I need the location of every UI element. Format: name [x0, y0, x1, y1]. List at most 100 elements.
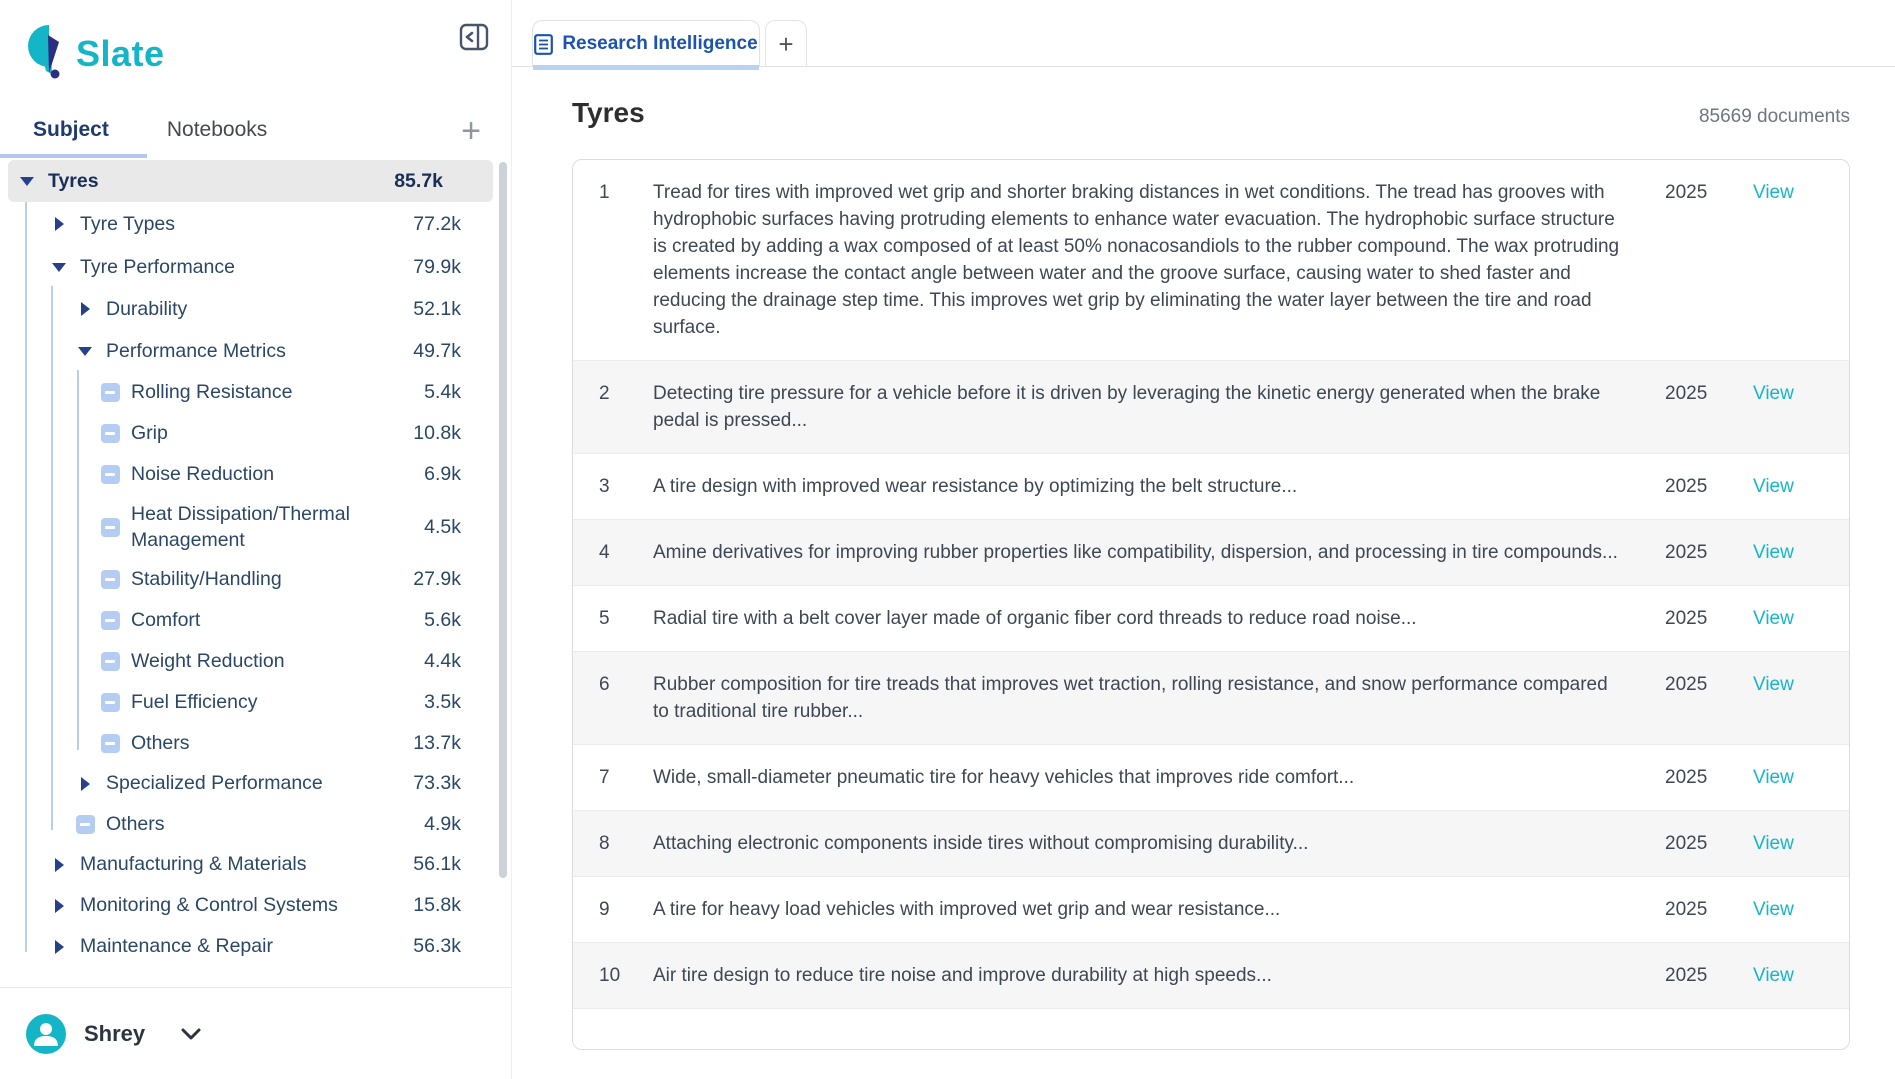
- tree-item-count: 4.5k: [424, 515, 461, 538]
- doc-summary: Radial tire with a belt cover layer made…: [653, 608, 1417, 629]
- doc-rank: 7: [599, 767, 610, 788]
- caret-right-icon[interactable]: [74, 302, 96, 316]
- tree-item-performance-metrics[interactable]: Performance Metrics 49.7k: [0, 330, 511, 372]
- tree-item-tyre-types[interactable]: Tyre Types 77.2k: [0, 202, 511, 246]
- tree-item-specialized-performance[interactable]: Specialized Performance 73.3k: [0, 763, 511, 804]
- table-row: 3 A tire design with improved wear resist…: [573, 454, 1849, 520]
- caret-right-icon[interactable]: [48, 217, 70, 231]
- doc-view-cell: View: [1753, 454, 1849, 519]
- tree-item-heat-dissipation-thermal-management[interactable]: Heat Dissipation/Thermal Management 4.5k: [0, 495, 511, 559]
- caret-right-icon[interactable]: [48, 898, 70, 913]
- doc-view-cell: View: [1753, 811, 1849, 876]
- caret-right-icon[interactable]: [48, 857, 70, 872]
- view-link[interactable]: View: [1753, 383, 1794, 404]
- tree-item-grip[interactable]: Grip 10.8k: [0, 413, 511, 454]
- tab-notebooks[interactable]: Notebooks: [166, 118, 268, 141]
- view-link[interactable]: View: [1753, 899, 1794, 920]
- doc-view-cell: View: [1753, 745, 1849, 810]
- doc-summary: Air tire design to reduce tire noise and…: [653, 965, 1272, 986]
- tree-item-stability-handling[interactable]: Stability/Handling 27.9k: [0, 559, 511, 600]
- view-link[interactable]: View: [1753, 542, 1794, 563]
- table-row: 10 Air tire design to reduce tire noise a…: [573, 943, 1849, 1009]
- view-link[interactable]: View: [1753, 608, 1794, 629]
- doc-summary: A tire for heavy load vehicles with impr…: [653, 899, 1281, 920]
- leaf-node-icon: [74, 814, 96, 834]
- tree-item-rolling-resistance[interactable]: Rolling Resistance 5.4k: [0, 372, 511, 413]
- user-avatar-icon[interactable]: [26, 1013, 66, 1054]
- tree-item-label: Maintenance & Repair: [80, 935, 273, 958]
- tree-item-tyre-performance[interactable]: Tyre Performance 79.9k: [0, 246, 511, 288]
- caret-right-icon[interactable]: [48, 939, 70, 954]
- view-link[interactable]: View: [1753, 767, 1794, 788]
- caret-right-icon[interactable]: [74, 776, 96, 791]
- tree-item-label: Fuel Efficiency: [131, 691, 258, 714]
- tree-item-tyres[interactable]: Tyres 85.7k: [8, 160, 493, 202]
- caret-down-icon[interactable]: [16, 176, 38, 186]
- tree-item-count: 5.6k: [424, 609, 461, 631]
- tree-item-label: Weight Reduction: [131, 650, 285, 673]
- tree-item-count: 85.7k: [394, 169, 443, 192]
- sidebar-scrollbar[interactable]: [499, 162, 507, 878]
- caret-down-icon[interactable]: [74, 346, 96, 356]
- doc-view-cell: View: [1753, 160, 1849, 360]
- tree-item-label: Tyres: [48, 169, 99, 192]
- collapse-sidebar-button[interactable]: [459, 22, 489, 52]
- tab-label: Research Intelligence: [562, 33, 758, 54]
- doc-view-cell: View: [1753, 586, 1849, 651]
- tree-item-count: 52.1k: [413, 297, 461, 320]
- title-row: Tyres 85669 documents: [572, 97, 1850, 137]
- add-subject-button[interactable]: +: [461, 112, 481, 150]
- tree-item-label: Durability: [106, 297, 188, 320]
- doc-view-cell: View: [1753, 652, 1849, 744]
- view-link[interactable]: View: [1753, 965, 1794, 986]
- doc-year: 2025: [1665, 608, 1708, 629]
- doc-year: 2025: [1665, 899, 1708, 920]
- tree-item-count: 4.9k: [424, 812, 461, 835]
- caret-down-icon[interactable]: [48, 262, 70, 272]
- tree-item-label: Others: [106, 812, 165, 835]
- tree-item-comfort[interactable]: Comfort 5.6k: [0, 600, 511, 641]
- view-link[interactable]: View: [1753, 833, 1794, 854]
- user-menu-chevron-down-icon[interactable]: [179, 1026, 203, 1042]
- doc-summary: Tread for tires with improved wet grip a…: [653, 182, 1620, 338]
- doc-rank: 1: [599, 182, 610, 203]
- tab-subject[interactable]: Subject: [33, 118, 109, 141]
- tree-item-noise-reduction[interactable]: Noise Reduction 6.9k: [0, 454, 511, 495]
- tree-connector-line: [25, 202, 27, 952]
- view-link[interactable]: View: [1753, 476, 1794, 497]
- tree-item-label: Manufacturing & Materials: [80, 853, 307, 876]
- doc-view-cell: View: [1753, 877, 1849, 942]
- tree-item-count: 56.3k: [413, 935, 461, 957]
- tree-item-manufacturing-materials[interactable]: Manufacturing & Materials 56.1k: [0, 844, 511, 885]
- tree-item-count: 3.5k: [424, 691, 461, 713]
- tree-item-label: Tyre Performance: [80, 255, 235, 278]
- tree-item-others[interactable]: Others 4.9k: [0, 804, 511, 844]
- doc-rank: 2: [599, 383, 610, 404]
- tree-item-others[interactable]: Others 13.7k: [0, 723, 511, 763]
- sidebar: Slate Subject Notebooks + Tyres 85.7k Tyre…: [0, 0, 512, 1079]
- new-tab-button[interactable]: +: [765, 20, 807, 67]
- doc-year: 2025: [1665, 965, 1708, 986]
- leaf-node-icon: [99, 611, 121, 630]
- tree-item-fuel-efficiency[interactable]: Fuel Efficiency 3.5k: [0, 682, 511, 723]
- tree-item-weight-reduction[interactable]: Weight Reduction 4.4k: [0, 641, 511, 682]
- tree-item-label: Grip: [131, 422, 168, 445]
- view-link[interactable]: View: [1753, 182, 1794, 203]
- main-area: Research Intelligence + Tyres 85669 docu…: [512, 0, 1895, 1079]
- document-lines-icon: [534, 33, 554, 55]
- tree-item-durability[interactable]: Durability 52.1k: [0, 288, 511, 330]
- doc-year: 2025: [1665, 833, 1708, 854]
- logo: Slate: [0, 0, 511, 92]
- doc-summary: Wide, small-diameter pneumatic tire for …: [653, 767, 1355, 788]
- tree-item-label: Stability/Handling: [131, 568, 282, 591]
- view-link[interactable]: View: [1753, 674, 1794, 695]
- tree-item-monitoring-control-systems[interactable]: Monitoring & Control Systems 15.8k: [0, 885, 511, 926]
- tree-item-maintenance-repair[interactable]: Maintenance & Repair 56.3k: [0, 926, 511, 967]
- leaf-node-icon: [99, 570, 121, 589]
- user-name: Shrey: [84, 1020, 146, 1046]
- tab-research-intelligence[interactable]: Research Intelligence: [532, 20, 760, 70]
- tree-item-label: Rolling Resistance: [131, 381, 293, 404]
- tree-item-count: 10.8k: [413, 422, 461, 444]
- tree-item-count: 13.7k: [413, 731, 461, 754]
- page-title: Tyres: [572, 97, 645, 128]
